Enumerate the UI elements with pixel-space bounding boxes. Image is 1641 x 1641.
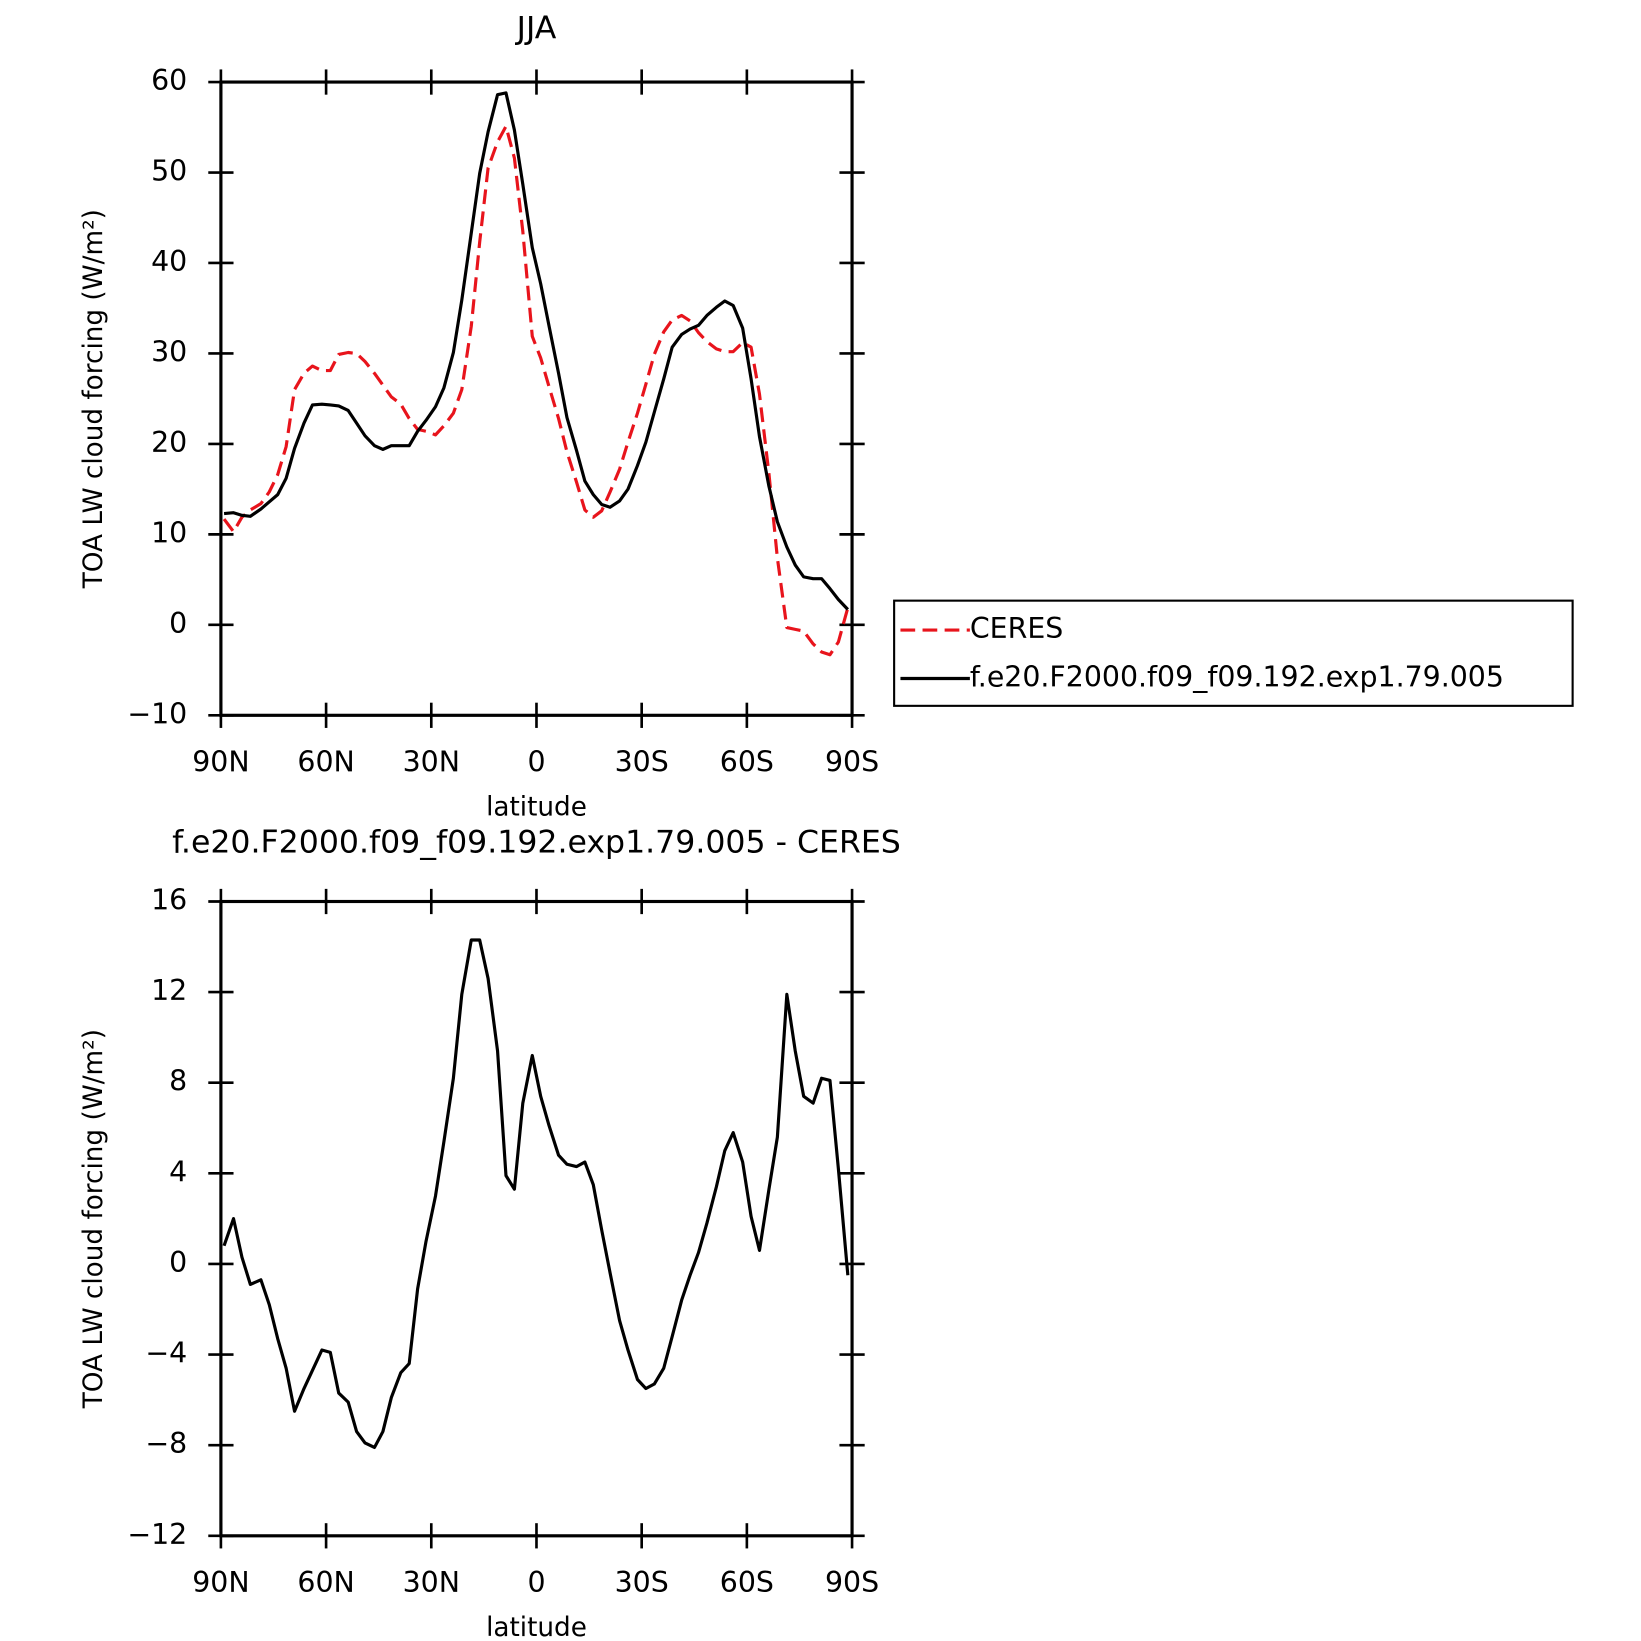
plot-frame bbox=[219, 899, 854, 1538]
x-tick-label: 60N bbox=[297, 746, 354, 779]
x-tick-label: 60N bbox=[297, 1566, 354, 1599]
x-tick-label: 60S bbox=[720, 1566, 774, 1599]
y-tick-label: 16 bbox=[151, 883, 187, 916]
y-tick-label: 4 bbox=[169, 1155, 187, 1188]
legend-label: f.e20.F2000.f09_f09.192.exp1.79.005 bbox=[970, 660, 1504, 693]
chart-title: f.e20.F2000.f09_f09.192.exp1.79.005 - CE… bbox=[172, 825, 901, 861]
y-axis-title: TOA LW cloud forcing (W/m²) bbox=[79, 209, 109, 589]
data-line bbox=[222, 938, 850, 1450]
x-tick-label: 90N bbox=[192, 746, 249, 779]
x-tick-label: 60S bbox=[720, 746, 774, 779]
data-line bbox=[223, 91, 849, 611]
y-tick-label: 10 bbox=[151, 516, 187, 549]
legend-label: CERES bbox=[970, 612, 1063, 645]
y-tick-label: 0 bbox=[169, 1246, 187, 1279]
y-tick-label: 50 bbox=[151, 155, 187, 188]
y-tick-label: 60 bbox=[151, 64, 187, 97]
x-tick-label: 0 bbox=[527, 1566, 545, 1599]
data-line bbox=[222, 124, 850, 657]
y-tick-label: −4 bbox=[145, 1337, 187, 1370]
y-tick-label: 40 bbox=[151, 245, 187, 278]
y-axis-title: TOA LW cloud forcing (W/m²) bbox=[79, 1029, 109, 1409]
x-tick-label: 90S bbox=[825, 1566, 879, 1599]
y-tick-label: −10 bbox=[127, 697, 187, 730]
x-axis-title: latitude bbox=[486, 1613, 587, 1641]
y-tick-label: 8 bbox=[169, 1065, 187, 1098]
x-tick-label: 90S bbox=[825, 746, 879, 779]
y-tick-label: 20 bbox=[151, 426, 187, 459]
x-tick-label: 90N bbox=[192, 1566, 249, 1599]
x-tick-label: 0 bbox=[527, 746, 545, 779]
y-tick-label: 0 bbox=[169, 607, 187, 640]
plot-frame bbox=[219, 80, 854, 717]
x-axis-title: latitude bbox=[486, 792, 587, 822]
x-tick-label: 30N bbox=[403, 1566, 460, 1599]
y-tick-label: −8 bbox=[145, 1427, 187, 1460]
y-tick-label: 12 bbox=[151, 974, 187, 1007]
y-tick-label: −12 bbox=[127, 1518, 187, 1551]
x-tick-label: 30S bbox=[615, 1566, 669, 1599]
x-tick-label: 30N bbox=[403, 746, 460, 779]
legend-box bbox=[893, 599, 1574, 707]
x-tick-label: 30S bbox=[615, 746, 669, 779]
y-tick-label: 30 bbox=[151, 335, 187, 368]
chart-title: JJA bbox=[515, 10, 557, 46]
